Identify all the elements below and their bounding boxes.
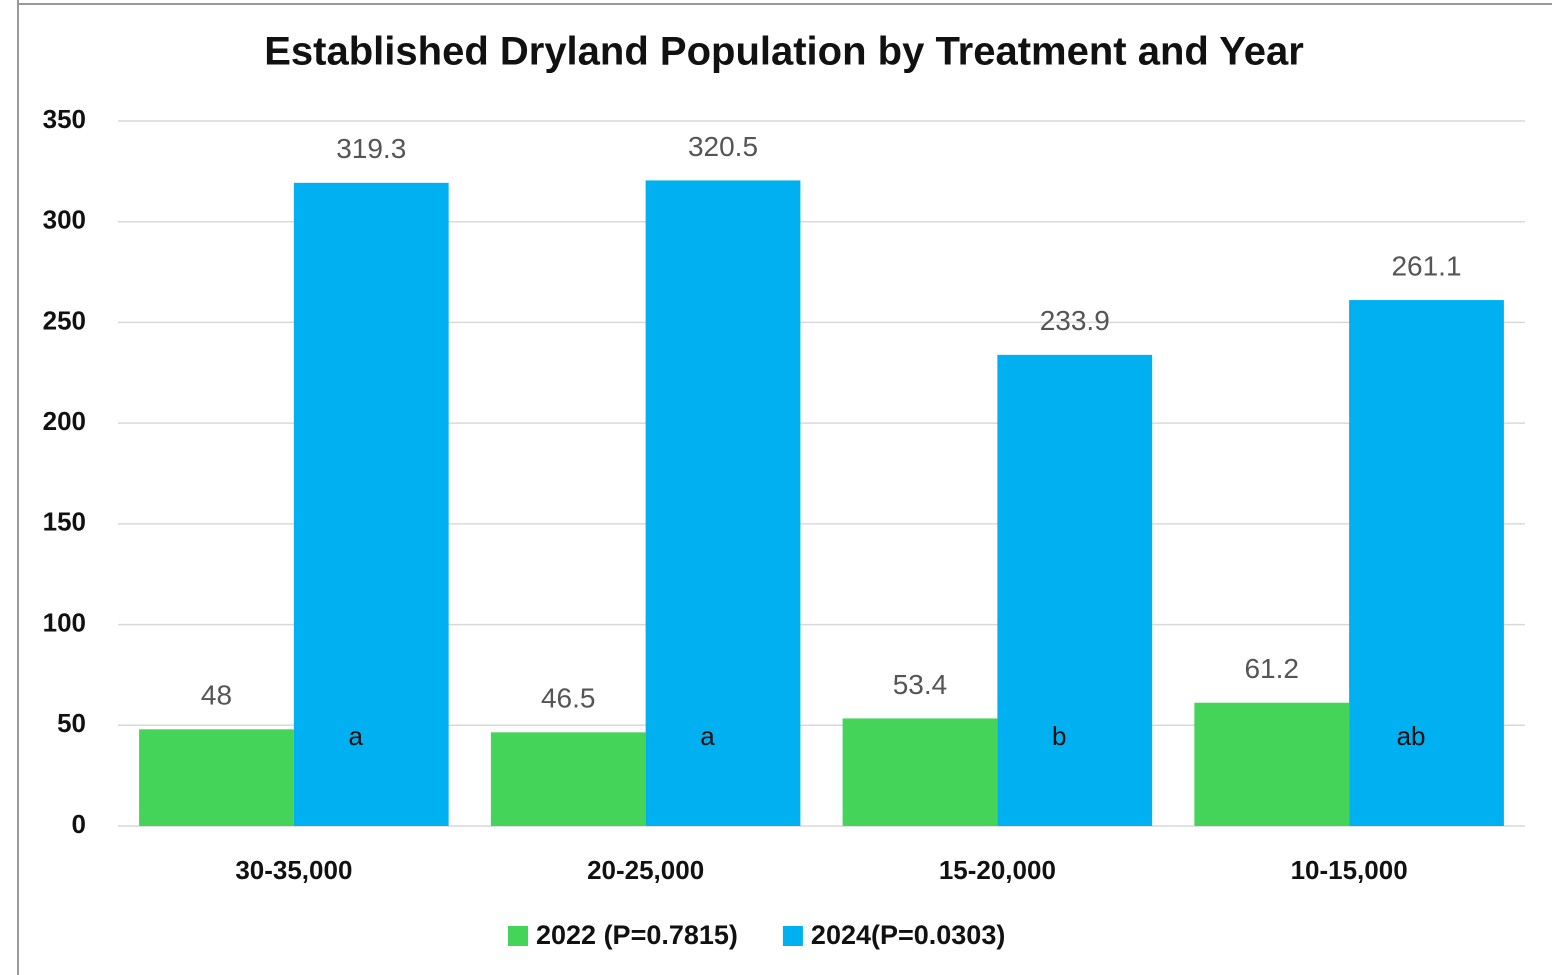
y-tick-label: 100 <box>43 607 86 637</box>
bar <box>1349 300 1504 826</box>
data-label: 46.5 <box>541 683 596 714</box>
y-tick-label: 50 <box>57 708 86 738</box>
y-tick-label: 0 <box>72 809 86 839</box>
annotation: b <box>1052 721 1066 751</box>
data-label: 320.5 <box>688 131 758 162</box>
x-tick-label: 15-20,000 <box>939 855 1056 885</box>
x-tick-label: 30-35,000 <box>235 855 352 885</box>
bar <box>842 718 998 826</box>
chart-title: Established Dryland Population by Treatm… <box>264 30 1304 74</box>
x-tick-label: 10-15,000 <box>1291 855 1408 885</box>
data-label: 48 <box>201 680 232 711</box>
y-tick-label: 250 <box>43 305 86 335</box>
y-tick-label: 150 <box>43 507 86 537</box>
data-label: 261.1 <box>1391 250 1461 281</box>
data-label: 319.3 <box>336 133 406 164</box>
bar <box>139 729 294 826</box>
data-label: 233.9 <box>1040 305 1110 336</box>
bar <box>645 180 801 826</box>
legend-swatch <box>782 926 803 946</box>
bar <box>490 732 646 826</box>
legend-label: 2022 (P=0.7815) <box>536 920 738 950</box>
annotation: a <box>700 721 715 751</box>
y-tick-label: 200 <box>43 406 86 436</box>
annotation: a <box>349 721 364 751</box>
data-label: 53.4 <box>893 669 948 700</box>
y-tick-label: 350 <box>43 104 86 134</box>
bar <box>1194 702 1350 826</box>
annotation: ab <box>1397 721 1426 751</box>
legend-label: 2024(P=0.0303) <box>811 920 1005 950</box>
legend-swatch <box>508 926 528 946</box>
data-label: 61.2 <box>1244 653 1299 684</box>
bar <box>293 182 449 827</box>
x-tick-label: 20-25,000 <box>587 855 704 885</box>
bar <box>997 354 1153 826</box>
y-tick-label: 300 <box>43 205 86 235</box>
